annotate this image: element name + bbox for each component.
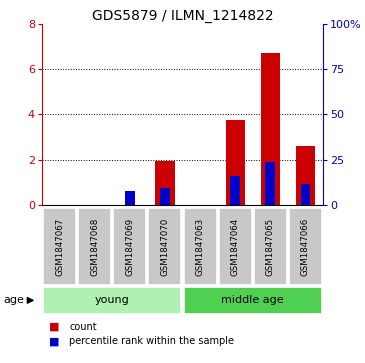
Text: count: count — [69, 322, 97, 332]
Text: young: young — [95, 295, 130, 305]
Text: GSM1847065: GSM1847065 — [266, 217, 275, 276]
Bar — [125, 191, 135, 205]
Text: GSM1847066: GSM1847066 — [301, 217, 310, 276]
Bar — [300, 184, 310, 205]
Text: GSM1847067: GSM1847067 — [55, 217, 64, 276]
Text: GSM1847064: GSM1847064 — [231, 217, 240, 276]
Text: ■: ■ — [49, 336, 60, 346]
Bar — [230, 176, 240, 205]
Text: ■: ■ — [49, 322, 60, 332]
Bar — [265, 162, 275, 205]
Text: age: age — [4, 295, 24, 305]
Bar — [261, 53, 280, 205]
Text: middle age: middle age — [222, 295, 284, 305]
Bar — [296, 146, 315, 205]
Text: GDS5879 / ILMN_1214822: GDS5879 / ILMN_1214822 — [92, 9, 273, 23]
Text: percentile rank within the sample: percentile rank within the sample — [69, 336, 234, 346]
Text: GSM1847069: GSM1847069 — [125, 217, 134, 276]
Bar — [160, 188, 170, 205]
Text: GSM1847068: GSM1847068 — [90, 217, 99, 276]
Text: GSM1847070: GSM1847070 — [161, 217, 169, 276]
Bar — [155, 161, 174, 205]
Text: GSM1847063: GSM1847063 — [196, 217, 204, 276]
Bar — [226, 120, 245, 205]
